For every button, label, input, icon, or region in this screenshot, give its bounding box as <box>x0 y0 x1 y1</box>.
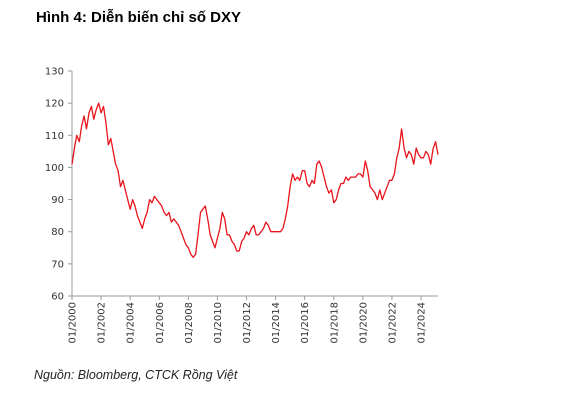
x-tick-label: 01/2012 <box>242 302 253 344</box>
y-tick-label: 60 <box>51 292 64 303</box>
x-tick-label: 01/2000 <box>68 302 79 344</box>
y-tick-label: 80 <box>51 227 64 238</box>
x-tick-label: 01/2020 <box>358 302 369 344</box>
x-tick-label: 01/2002 <box>97 302 108 344</box>
y-tick-label: 120 <box>45 99 64 110</box>
x-tick-label: 01/2016 <box>300 302 311 344</box>
x-axis: 01/2000 01/2002 01/2004 01/2006 01/2008 01/20… <box>68 295 438 344</box>
chart-title: Hình 4: Diễn biến chỉ số DXY <box>36 9 242 26</box>
x-tick-label: 01/2010 <box>213 302 224 344</box>
y-tick-label: 100 <box>45 163 64 174</box>
y-tick-label: 130 <box>45 67 64 78</box>
x-tick-label: 01/2008 <box>184 302 195 344</box>
x-tick-label: 01/2006 <box>155 302 166 344</box>
x-tick-label: 01/2024 <box>417 302 428 344</box>
x-tick-label: 01/2014 <box>271 302 282 344</box>
y-tick-label: 90 <box>51 195 64 206</box>
x-tick-label: 01/2004 <box>126 302 137 344</box>
chart-source-note: Nguồn: Bloomberg, CTCK Rồng Việt <box>34 368 238 382</box>
dxy-series-line <box>71 102 439 259</box>
x-tick-label: 01/2022 <box>387 302 398 344</box>
y-tick-label: 70 <box>51 259 64 270</box>
x-tick-label: 01/2018 <box>329 302 340 344</box>
y-axis: 60 70 80 90 100 110 120 130 <box>45 67 73 303</box>
y-tick-label: 110 <box>45 131 64 142</box>
